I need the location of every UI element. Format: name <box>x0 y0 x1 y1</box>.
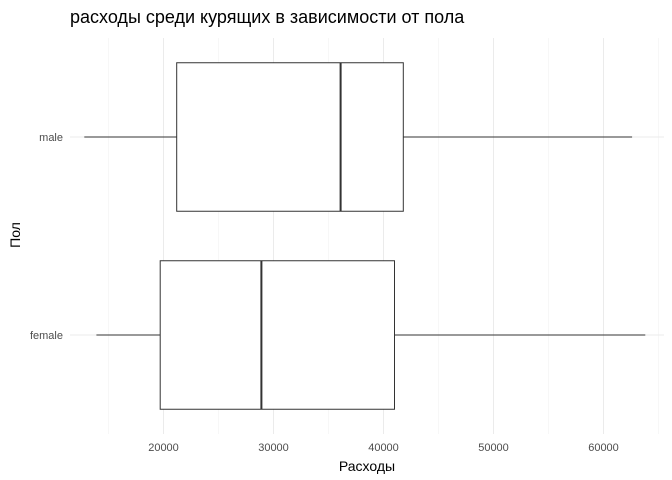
x-axis-ticks: 20000 30000 40000 50000 60000 <box>148 442 619 454</box>
x-axis-title: Расходы <box>339 458 395 474</box>
iqr-box <box>176 62 404 212</box>
x-tick-label: 40000 <box>368 442 399 454</box>
y-tick-label: female <box>30 330 63 342</box>
boxes <box>84 62 646 410</box>
iqr-box <box>159 260 395 410</box>
x-tick-label: 30000 <box>258 442 289 454</box>
y-axis-ticks: female male <box>30 132 63 342</box>
x-tick-label: 50000 <box>478 442 509 454</box>
box-male <box>84 62 633 212</box>
chart-title: расходы среди курящих в зависимости от п… <box>70 7 465 27</box>
x-tick-label: 20000 <box>148 442 179 454</box>
box-female <box>96 260 646 410</box>
x-tick-label: 60000 <box>588 442 619 454</box>
y-axis-title: Пол <box>7 222 23 248</box>
y-tick-label: male <box>39 132 63 144</box>
